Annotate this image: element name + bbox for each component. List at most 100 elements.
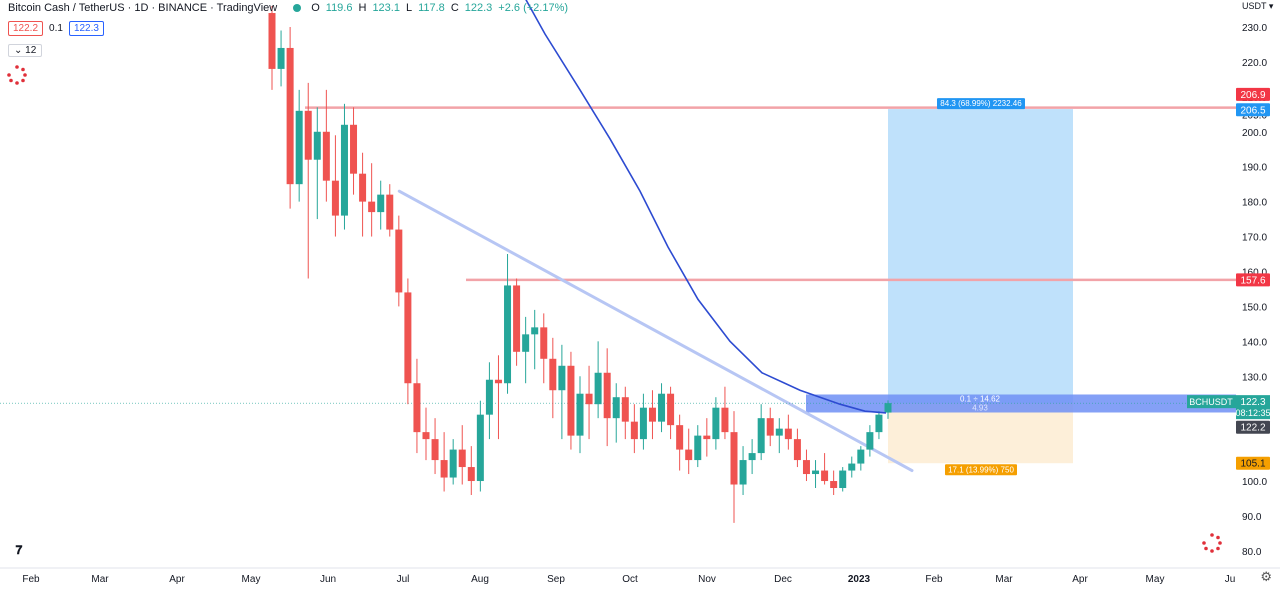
candle-body	[648, 407, 656, 422]
x-tick-label: May	[1146, 574, 1165, 585]
candle-body	[350, 124, 358, 174]
target-label-bg	[937, 98, 1025, 110]
open-value: 119.6	[325, 2, 353, 14]
candle-body	[784, 428, 792, 440]
candle-body	[703, 435, 711, 440]
candle-body	[404, 292, 412, 384]
candle-body	[449, 449, 457, 478]
time-axis[interactable]: Feb Mar Apr May Jun Jul Aug Sep Oct Nov Dec 2023 Feb…	[0, 567, 1280, 585]
candle-body	[639, 407, 647, 440]
candle-body	[567, 365, 575, 436]
entry-label: 0.1 ÷ 14.62	[960, 394, 1001, 403]
x-tick-label: Feb	[925, 574, 943, 585]
candle-body	[857, 449, 865, 464]
y-tick-label: 230.0	[1242, 23, 1267, 34]
candle-body	[793, 439, 801, 461]
candle-body	[377, 194, 385, 213]
candle-body	[540, 327, 548, 359]
target-tag: 206.5	[1240, 105, 1265, 116]
indicator-count: 12	[25, 45, 37, 56]
candle-body	[630, 421, 638, 440]
x-tick-label: Mar	[91, 574, 109, 585]
candle-body	[467, 467, 475, 482]
candle-body	[884, 403, 892, 413]
candle-body	[621, 397, 629, 422]
candle-body	[268, 13, 276, 69]
candle-body	[549, 358, 557, 391]
candle-body	[866, 432, 874, 450]
entry-tag: 122.2	[1240, 423, 1265, 434]
stop-label: 17.1 (13.99%) 750	[948, 466, 1014, 475]
x-tick-label: Dec	[774, 574, 792, 585]
candle-body	[766, 418, 774, 436]
candle-body	[676, 425, 684, 450]
x-tick-label: Nov	[698, 574, 716, 585]
y-tick-label: 170.0	[1242, 233, 1267, 244]
y-tick-label: 150.0	[1242, 302, 1267, 313]
last-price-bg	[1236, 395, 1270, 420]
sell-button[interactable]: 122.2	[8, 21, 44, 36]
candle-body	[685, 449, 693, 461]
target-tag-bg	[1236, 103, 1270, 117]
resistance-low-tag: 157.6	[1240, 275, 1265, 286]
x-tick-label: Apr	[169, 574, 185, 585]
stop-tag: 105.1	[1240, 459, 1265, 470]
y-tick-label: 200.0	[1242, 128, 1267, 139]
chevron-down-icon: ⌄	[14, 45, 23, 56]
candle-body	[485, 379, 493, 415]
y-tick-label: 90.0	[1242, 512, 1262, 523]
candle-body	[277, 47, 285, 69]
x-tick-label: Apr	[1072, 574, 1088, 585]
trend-line	[397, 189, 914, 473]
x-tick-label: Jul	[397, 574, 410, 585]
candle-body	[522, 334, 530, 352]
x-tick-label: Oct	[622, 574, 638, 585]
candle-body	[340, 124, 348, 216]
candle-body	[821, 470, 829, 482]
candle-body	[594, 372, 602, 405]
tradingview-logo-icon[interactable]: 𝟕	[8, 541, 30, 559]
moving-average	[525, 0, 887, 414]
candle-body	[386, 194, 394, 230]
y-tick-label: 140.0	[1242, 337, 1267, 348]
candle-body	[875, 414, 883, 433]
candle-body	[422, 432, 430, 440]
loading-spinner-icon	[7, 65, 27, 85]
symbol-title[interactable]: Bitcoin Cash / TetherUS · 1D · BINANCE ·…	[8, 2, 278, 14]
candle-body	[331, 180, 339, 216]
gear-icon[interactable]: ⚙	[1260, 569, 1272, 584]
candle-body	[712, 407, 720, 440]
buy-button[interactable]: 122.3	[68, 21, 104, 36]
entry-size-label: 4.93	[972, 403, 988, 412]
candle-body	[359, 173, 367, 202]
target-label: 84.3 (68.99%) 2232.46	[940, 99, 1022, 108]
x-tick-label: Sep	[547, 574, 565, 585]
y-tick-label: 220.0	[1242, 58, 1267, 69]
candle-body	[513, 285, 521, 352]
symbol-tag-bg	[1187, 395, 1236, 409]
x-tick-label: Mar	[995, 574, 1013, 585]
candle-body	[558, 365, 566, 391]
loss-zone	[888, 403, 1073, 464]
candle-body	[612, 397, 620, 419]
candle-body	[603, 372, 611, 419]
x-tick-label: 2023	[848, 574, 871, 585]
change-value: +2.6 (+2.17%)	[498, 2, 569, 14]
candle-body	[395, 229, 403, 293]
candle-body	[576, 393, 584, 436]
y-tick-label: 130.0	[1242, 372, 1267, 383]
indicators-toggle[interactable]: ⌄ 12	[8, 44, 43, 57]
candle-body	[775, 428, 783, 436]
x-tick-label: Jun	[320, 574, 336, 585]
stop-tag-bg	[1236, 456, 1270, 470]
candle-body	[839, 470, 847, 489]
candle-body	[658, 393, 666, 422]
x-tick-label: Feb	[22, 574, 40, 585]
y-tick-label: 180.0	[1242, 198, 1267, 209]
x-tick-label: Aug	[471, 574, 489, 585]
candle-body	[368, 201, 376, 213]
open-label: O	[311, 2, 320, 14]
candle-body	[304, 110, 312, 160]
price-labels: 206.9 206.5 157.6 122.2 105.1 BCHUSDT 122.308:…	[937, 87, 1271, 476]
